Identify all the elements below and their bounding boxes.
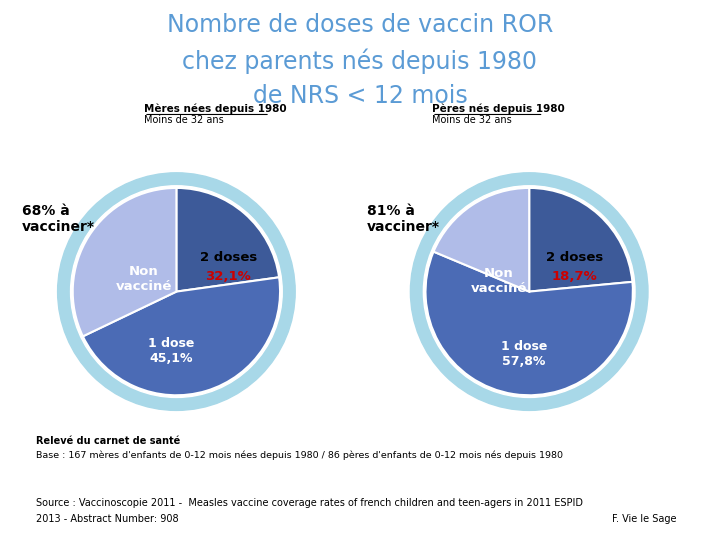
Text: F. Vie le Sage: F. Vie le Sage bbox=[612, 514, 677, 524]
Wedge shape bbox=[529, 188, 632, 292]
Text: Moins de 32 ans: Moins de 32 ans bbox=[144, 115, 224, 125]
Text: Source : Vaccinoscopie 2011 -  Measles vaccine coverage rates of french children: Source : Vaccinoscopie 2011 - Measles va… bbox=[36, 497, 583, 508]
Wedge shape bbox=[73, 188, 176, 336]
Text: Relevé du carnet de santé: Relevé du carnet de santé bbox=[36, 435, 180, 445]
Text: 2 doses: 2 doses bbox=[199, 251, 257, 264]
Text: Pères nés depuis 1980: Pères nés depuis 1980 bbox=[432, 104, 564, 114]
Wedge shape bbox=[426, 252, 633, 395]
Text: chez parents nés depuis 1980: chez parents nés depuis 1980 bbox=[182, 49, 538, 74]
Text: Nombre de doses de vaccin ROR: Nombre de doses de vaccin ROR bbox=[167, 14, 553, 37]
Text: Non
vacciné: Non vacciné bbox=[116, 265, 172, 293]
Wedge shape bbox=[83, 278, 280, 395]
Text: 68% à
vacciner*: 68% à vacciner* bbox=[22, 204, 94, 234]
Wedge shape bbox=[176, 188, 279, 292]
Circle shape bbox=[58, 173, 295, 410]
Text: 32,1%: 32,1% bbox=[205, 270, 251, 283]
Text: 1 dose
57,8%: 1 dose 57,8% bbox=[500, 340, 547, 368]
Wedge shape bbox=[433, 188, 529, 292]
Text: Non
vacciné: Non vacciné bbox=[471, 267, 527, 295]
Text: Moins de 32 ans: Moins de 32 ans bbox=[432, 115, 512, 125]
Text: Base : 167 mères d'enfants de 0-12 mois nées depuis 1980 / 86 pères d'enfants de: Base : 167 mères d'enfants de 0-12 mois … bbox=[36, 450, 563, 460]
Text: 2013 - Abstract Number: 908: 2013 - Abstract Number: 908 bbox=[36, 514, 179, 524]
Text: 81% à
vacciner*: 81% à vacciner* bbox=[367, 204, 440, 234]
Circle shape bbox=[71, 186, 282, 397]
Text: Mères nées depuis 1980: Mères nées depuis 1980 bbox=[144, 104, 287, 114]
Text: 2 doses: 2 doses bbox=[546, 251, 603, 264]
Text: 1 dose
45,1%: 1 dose 45,1% bbox=[148, 337, 194, 365]
Text: de NRS < 12 mois: de NRS < 12 mois bbox=[253, 84, 467, 107]
Circle shape bbox=[410, 173, 648, 410]
Text: 18,7%: 18,7% bbox=[552, 270, 598, 283]
Circle shape bbox=[423, 186, 635, 397]
